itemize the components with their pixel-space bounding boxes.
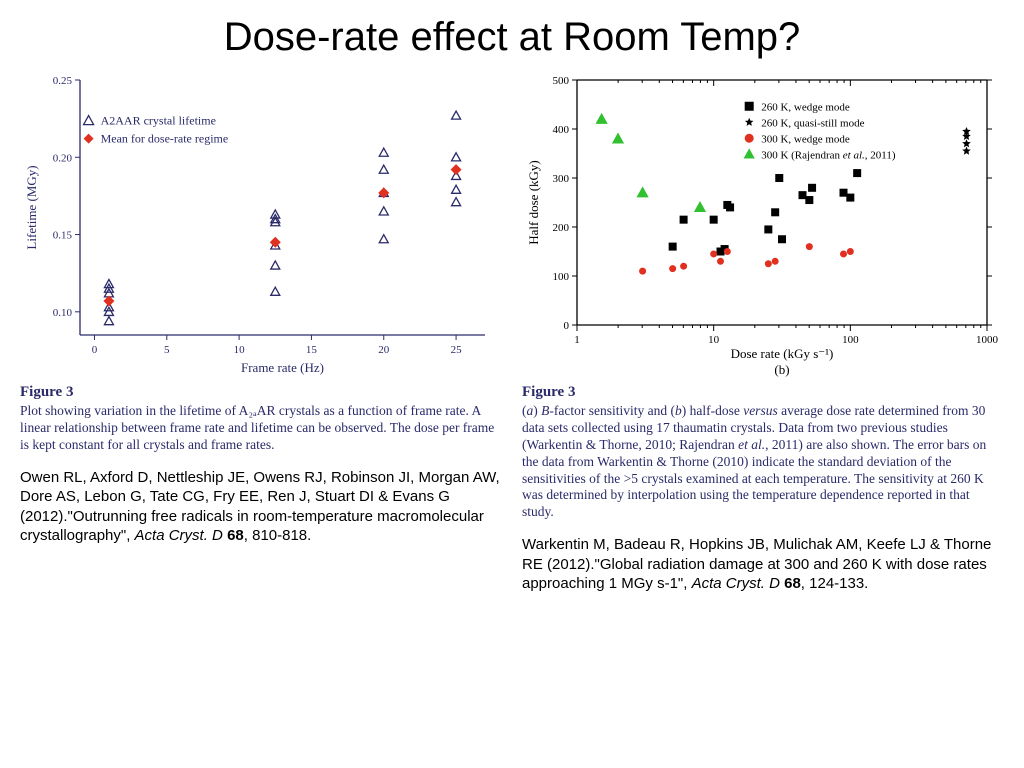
- right-column: 1 10 100 1000 0 100 200 300 400 500 Dose rate (kGy…: [522, 70, 1004, 594]
- svg-text:400: 400: [553, 124, 570, 136]
- svg-text:200: 200: [553, 222, 570, 234]
- svg-text:1: 1: [574, 334, 580, 346]
- svg-text:10: 10: [234, 344, 246, 356]
- right-citation: Warkentin M, Badeau R, Hopkins JB, Mulic…: [522, 535, 1004, 594]
- right-caption: (a) B-factor sensitivity and (b) half-do…: [522, 403, 1004, 521]
- svg-text:Lifetime (MGy): Lifetime (MGy): [24, 165, 39, 249]
- svg-text:0: 0: [92, 344, 98, 356]
- svg-text:1000: 1000: [976, 334, 999, 346]
- svg-text:100: 100: [842, 334, 859, 346]
- right-citation-pages: , 124-133.: [801, 575, 869, 592]
- right-figure-label: Figure 3: [522, 384, 1004, 401]
- svg-text:15: 15: [306, 344, 318, 356]
- svg-text:100: 100: [553, 271, 570, 283]
- svg-text:260 K, wedge mode: 260 K, wedge mode: [761, 101, 850, 113]
- svg-text:Dose rate (kGy s⁻¹): Dose rate (kGy s⁻¹): [731, 346, 834, 361]
- svg-text:Mean for dose-rate regime: Mean for dose-rate regime: [101, 132, 229, 146]
- left-column: 0 5 10 15 20 25 0.10 0.15 0.20 0.25 Frame rate (Hz…: [20, 70, 502, 594]
- svg-text:10: 10: [708, 334, 720, 346]
- right-citation-journal: Acta Cryst. D: [692, 575, 780, 592]
- svg-text:A2AAR crystal lifetime: A2AAR crystal lifetime: [101, 114, 216, 128]
- svg-text:300 K, wedge mode: 300 K, wedge mode: [761, 133, 850, 145]
- left-citation-journal: Acta Cryst. D: [135, 527, 223, 544]
- svg-text:5: 5: [164, 344, 170, 356]
- svg-text:0.20: 0.20: [53, 152, 73, 164]
- two-column-layout: 05101520250.100.150.200.25Frame rate (Hz…: [20, 70, 1004, 594]
- svg-text:0: 0: [564, 320, 570, 332]
- svg-text:0.10: 0.10: [53, 307, 73, 319]
- page-title: Dose-rate effect at Room Temp?: [20, 15, 1004, 60]
- svg-text:Frame rate (Hz): Frame rate (Hz): [241, 360, 324, 375]
- svg-text:(b): (b): [774, 362, 789, 377]
- right-citation-vol: 68: [784, 575, 801, 592]
- left-caption: Plot showing variation in the lifetime o…: [20, 403, 502, 454]
- svg-text:20: 20: [378, 344, 390, 356]
- svg-text:0.25: 0.25: [53, 75, 73, 87]
- svg-text:260 K, quasi-still mode: 260 K, quasi-still mode: [761, 117, 864, 129]
- left-citation: Owen RL, Axford D, Nettleship JE, Owens …: [20, 468, 502, 546]
- svg-text:300 K (Rajendran et al., 2011): 300 K (Rajendran et al., 2011): [761, 149, 896, 161]
- svg-text:Half dose (kGy): Half dose (kGy): [526, 160, 541, 244]
- svg-text:25: 25: [451, 344, 463, 356]
- right-chart: 1 10 100 1000 0 100 200 300 400 500 Dose rate (kGy…: [522, 70, 1004, 380]
- svg-text:500: 500: [553, 75, 570, 87]
- left-citation-pages: , 810-818.: [244, 527, 312, 544]
- left-citation-vol: 68: [227, 527, 244, 544]
- left-chart: 0 5 10 15 20 25 0.10 0.15 0.20 0.25 Frame rate (Hz…: [20, 70, 502, 380]
- svg-text:300: 300: [553, 173, 570, 185]
- svg-text:0.15: 0.15: [53, 230, 73, 242]
- left-figure-label: Figure 3: [20, 384, 502, 401]
